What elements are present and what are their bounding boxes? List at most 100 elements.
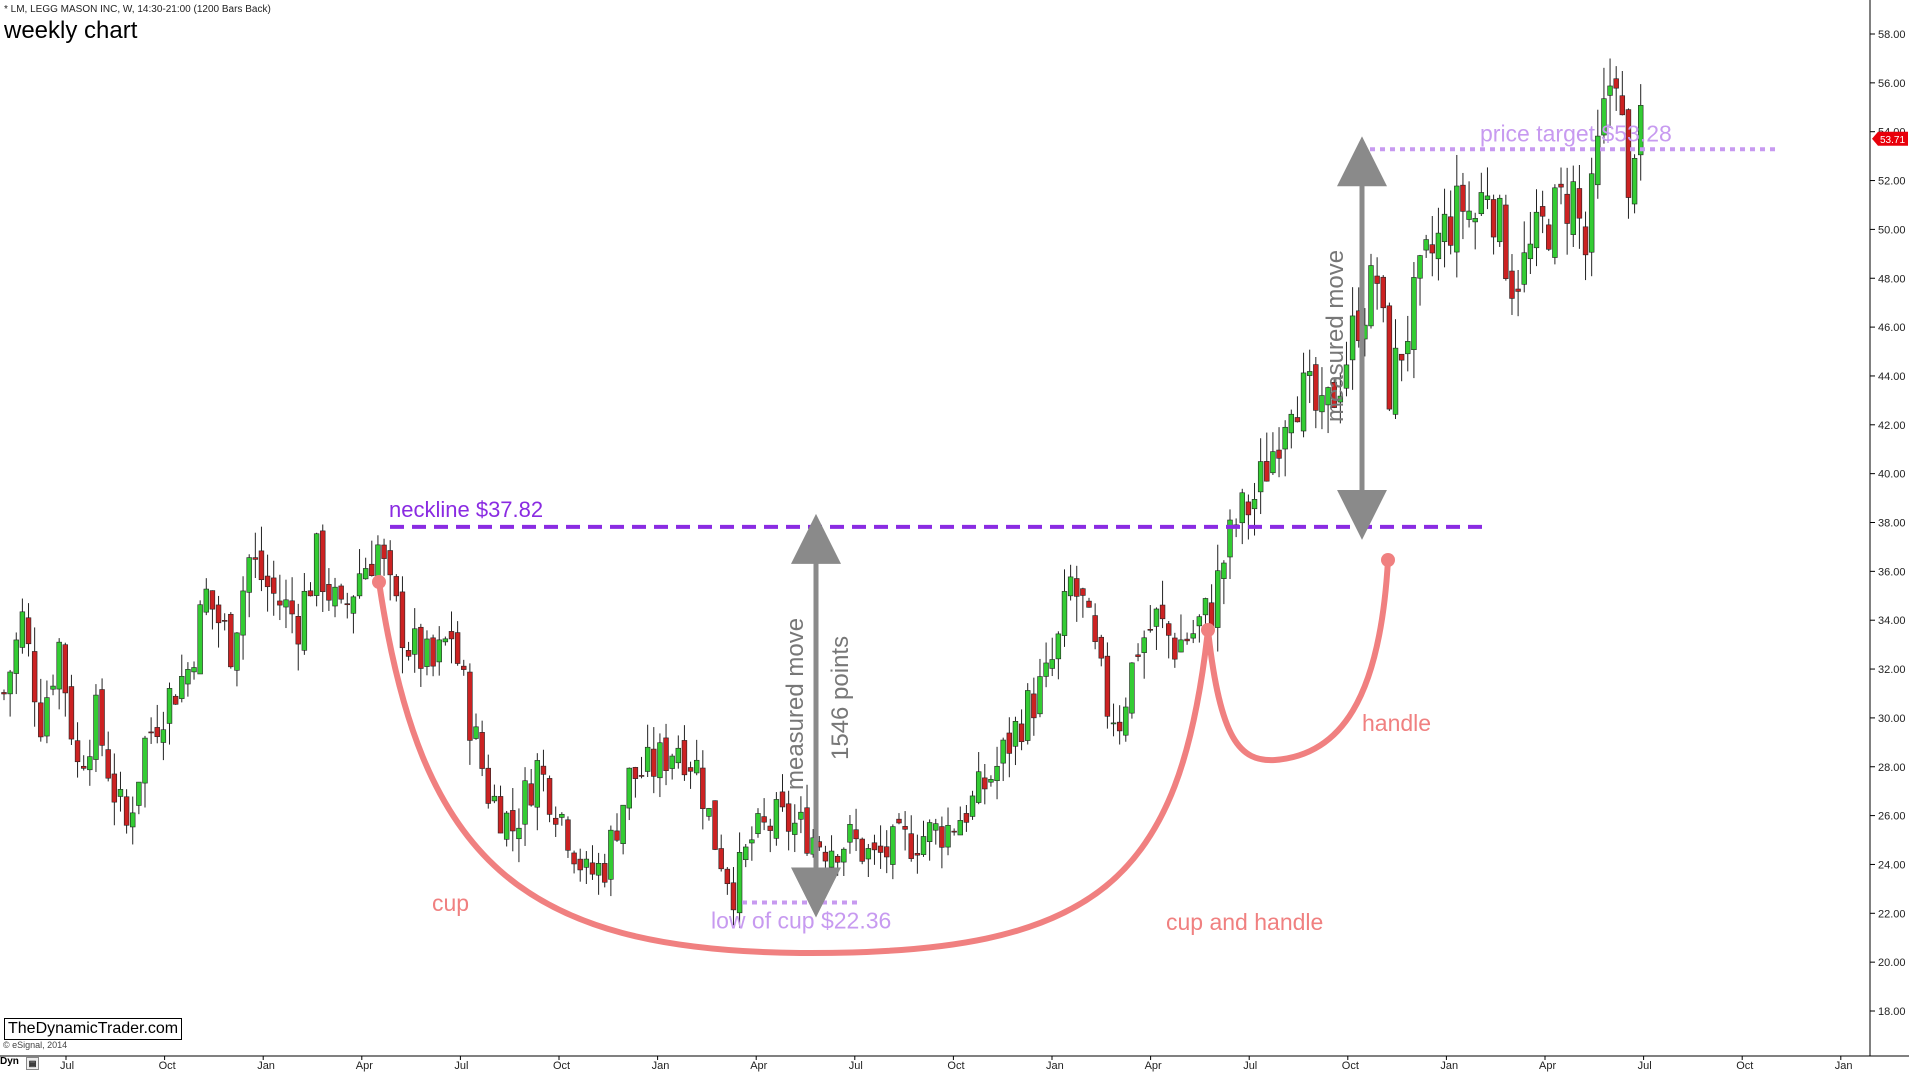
dyn-toolbar: Dyn ▤ <box>0 1056 40 1071</box>
candle-down <box>68 686 75 740</box>
candle-down <box>418 626 424 669</box>
candle-down <box>271 577 277 594</box>
x-tick-label: Jul <box>1638 1060 1652 1072</box>
candle-up <box>945 824 951 848</box>
candle-up <box>1178 639 1184 653</box>
candle-down <box>565 819 571 851</box>
candle-up <box>362 568 369 580</box>
candle-up <box>559 813 565 818</box>
candle-up <box>166 688 173 724</box>
layout-toggle-icon[interactable]: ▤ <box>26 1057 39 1070</box>
candle-up <box>988 779 994 783</box>
x-tick-label: Apr <box>356 1060 373 1072</box>
candle-down <box>148 731 154 734</box>
candle-down <box>1313 364 1319 411</box>
candle-down <box>859 838 865 862</box>
candle-down <box>602 863 608 883</box>
candle-down <box>1515 288 1521 292</box>
candle-down <box>877 845 884 853</box>
y-tick-label: 50.00 <box>1878 224 1906 236</box>
candle-up <box>1043 662 1049 677</box>
candle-down <box>74 740 81 763</box>
candle-down <box>1576 188 1583 219</box>
candle-down <box>540 765 547 775</box>
low-of-cup-label: low of cup $22.36 <box>711 908 891 934</box>
x-tick-label: Jul <box>454 1060 468 1072</box>
candle-up <box>1521 252 1527 285</box>
cup-and-handle-label: cup and handle <box>1166 909 1323 935</box>
candle-up <box>693 759 700 774</box>
candle-up <box>626 767 632 809</box>
candle-up <box>301 590 308 651</box>
candle-up <box>185 669 191 685</box>
candle-up <box>706 808 712 817</box>
candle-down <box>614 830 620 841</box>
candle-up <box>1251 499 1258 510</box>
candle-up <box>847 824 853 843</box>
candle-down <box>1116 721 1123 732</box>
candle-up <box>1349 315 1356 361</box>
candle-down <box>264 575 271 588</box>
candle-down <box>172 695 179 705</box>
y-tick-label: 48.00 <box>1878 273 1906 285</box>
candle-up <box>522 780 528 825</box>
candle-down <box>681 740 688 776</box>
candle-up <box>1049 659 1055 669</box>
candle-up <box>313 533 320 596</box>
y-tick-label: 32.00 <box>1878 664 1906 676</box>
candle-up <box>283 599 289 608</box>
candle-down <box>1613 78 1619 89</box>
candle-down <box>307 590 314 597</box>
candle-down <box>638 775 645 777</box>
candle-down <box>510 810 516 832</box>
candle-up <box>1239 492 1245 524</box>
candle-up <box>969 795 976 817</box>
candle-down <box>228 613 234 668</box>
candle-up <box>749 839 755 844</box>
candle-down <box>1104 655 1111 717</box>
candle-down <box>1619 95 1626 116</box>
candle-up <box>424 638 430 667</box>
candle-down <box>485 767 491 804</box>
candle-up <box>1037 676 1043 715</box>
candle-up <box>1288 413 1295 434</box>
candle-down <box>700 767 706 809</box>
candle-up <box>19 611 26 648</box>
copyright: © eSignal, 2014 <box>3 1040 68 1050</box>
candle-up <box>93 694 99 760</box>
candle-down <box>1018 723 1025 743</box>
candle-up <box>933 823 939 831</box>
candle-down <box>1080 588 1086 596</box>
candle-up <box>1282 426 1288 450</box>
watermark: TheDynamicTrader.com <box>4 1018 183 1040</box>
candle-down <box>497 796 504 834</box>
candle-down <box>123 796 130 826</box>
x-tick-label: Oct <box>1342 1060 1359 1072</box>
x-tick-label: Jan <box>1835 1060 1853 1072</box>
y-tick-label: 34.00 <box>1878 615 1906 627</box>
candle-down <box>277 600 283 606</box>
candle-down <box>779 791 786 808</box>
candle-down <box>1564 193 1570 224</box>
candle-up <box>926 822 933 843</box>
candle-up <box>828 850 835 868</box>
candle-down <box>405 650 412 657</box>
candle-down <box>1582 226 1589 256</box>
candle-up <box>608 829 614 880</box>
candle-down <box>209 590 216 610</box>
candle-up <box>792 822 798 835</box>
candle-down <box>1386 305 1393 410</box>
x-tick-label: Jan <box>257 1060 275 1072</box>
candle-up <box>841 848 847 863</box>
y-tick-label: 38.00 <box>1878 518 1906 530</box>
symbol-header: * LM, LEGG MASON INC, W, 14:30-21:00 (12… <box>4 4 271 15</box>
candle-up <box>534 760 541 808</box>
candle-down <box>1447 216 1454 246</box>
candle-up <box>375 544 381 581</box>
candle-up <box>920 836 927 855</box>
candle-up <box>203 588 209 613</box>
candle-up <box>994 765 1000 782</box>
candle-up <box>191 667 197 673</box>
candle-up <box>1123 706 1129 736</box>
